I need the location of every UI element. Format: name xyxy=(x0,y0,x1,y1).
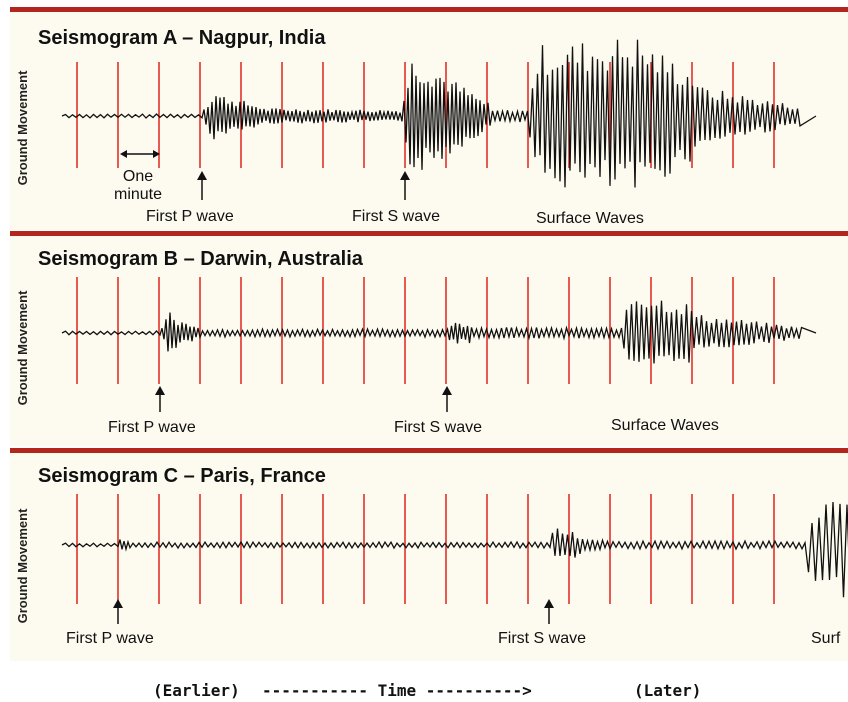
one-minute-scale: One minute xyxy=(114,150,162,203)
panel-b-p-arrow xyxy=(155,386,165,412)
panel-c-seismogram-trace xyxy=(61,501,848,598)
panel-a: Seismogram A – Nagpur, India Ground Move… xyxy=(10,7,848,230)
panel-b-title: Seismogram B – Darwin, Australia xyxy=(38,248,364,270)
panel-c-s-arrow xyxy=(544,599,554,624)
panel-a-p-wave-label: First P wave xyxy=(146,208,234,225)
panel-a-surface-wave-label: Surface Waves xyxy=(536,210,644,227)
scale-label-line1: One xyxy=(123,168,153,185)
up-arrow-icon xyxy=(400,171,410,180)
panel-c-p-wave-label: First P wave xyxy=(66,630,154,647)
panel-a-title: Seismogram A – Nagpur, India xyxy=(38,27,326,49)
panel-a-top-border xyxy=(10,7,848,12)
panel-b-s-wave-label: First S wave xyxy=(394,419,482,436)
footer-later: (Later) xyxy=(634,681,701,700)
panel-b-top-border xyxy=(10,231,848,236)
panel-b-surface-wave-label: Surface Waves xyxy=(611,417,719,434)
panel-c-y-axis-label: Ground Movement xyxy=(15,508,30,624)
time-axis-footer: (Earlier) ----------- Time ----------> (… xyxy=(153,681,701,700)
up-arrow-icon xyxy=(197,171,207,180)
up-arrow-icon xyxy=(442,386,452,395)
panel-b-seismogram-trace xyxy=(61,300,817,364)
panel-c-minute-lines xyxy=(76,494,775,604)
panel-a-y-axis-label: Ground Movement xyxy=(15,70,30,186)
up-arrow-icon xyxy=(544,599,554,608)
panel-b-s-arrow xyxy=(442,386,452,412)
panel-a-s-wave-label: First S wave xyxy=(352,208,440,225)
panel-a-p-arrow xyxy=(197,171,207,200)
panel-c-p-arrow xyxy=(113,599,123,624)
up-arrow-icon xyxy=(155,386,165,395)
panel-c-background xyxy=(10,451,848,661)
scale-left-arrowhead-icon xyxy=(120,150,127,158)
panel-b-p-wave-label: First P wave xyxy=(108,419,196,436)
footer-earlier: (Earlier) xyxy=(153,681,240,700)
panel-c-title: Seismogram C – Paris, France xyxy=(38,465,326,487)
scale-label-line2: minute xyxy=(114,186,162,203)
panel-b: Seismogram B – Darwin, Australia Ground … xyxy=(10,231,848,446)
scale-right-arrowhead-icon xyxy=(153,150,160,158)
panel-a-seismogram-trace xyxy=(61,39,817,188)
panel-a-s-arrow xyxy=(400,171,410,200)
panel-c: Seismogram C – Paris, France Ground Move… xyxy=(10,448,848,661)
up-arrow-icon xyxy=(113,599,123,608)
footer-time-arrow: ----------- Time ----------> xyxy=(262,681,532,700)
panel-c-surface-wave-label: Surf xyxy=(811,630,841,647)
panel-c-top-border xyxy=(10,448,848,453)
panel-b-y-axis-label: Ground Movement xyxy=(15,290,30,406)
panel-c-s-wave-label: First S wave xyxy=(498,630,586,647)
